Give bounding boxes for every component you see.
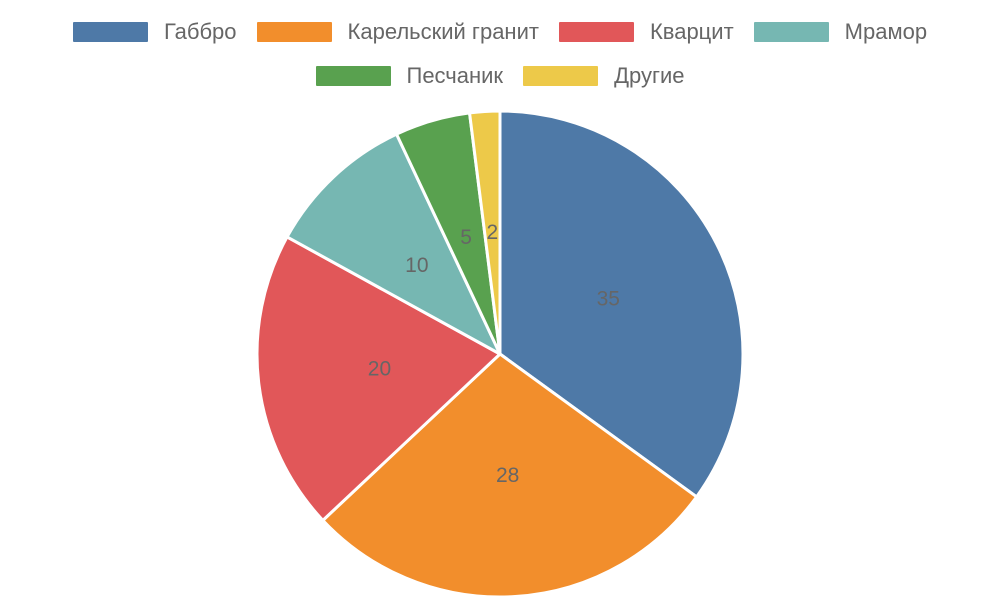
slice-label-gabbro: 35 — [597, 287, 620, 310]
legend-label: Песчаник — [406, 63, 504, 88]
legend-item-marble[interactable]: Мрамор — [753, 19, 928, 45]
legend-swatch — [315, 66, 391, 86]
legend-label: Габбро — [163, 19, 237, 44]
legend-item-karelian-granite[interactable]: Карельский гранит — [256, 19, 539, 45]
legend-swatch — [523, 66, 599, 86]
pie-slice-gabbro[interactable] — [498, 109, 745, 499]
pie-slice-karelian-granite[interactable] — [321, 352, 699, 599]
legend-swatch — [558, 22, 634, 42]
legend: Габбро Карельский гранит Кварцит Мрамор … — [0, 14, 1000, 102]
slice-label-marble: 10 — [405, 254, 428, 277]
slice-label-quartzite: 20 — [368, 358, 391, 381]
legend-label: Другие — [614, 63, 685, 88]
legend-row-1: Габбро Карельский гранит Кварцит Мрамор — [0, 14, 1000, 50]
slice-label-other: 2 — [487, 221, 499, 244]
legend-label: Кварцит — [649, 19, 734, 44]
legend-swatch — [753, 22, 829, 42]
legend-swatch — [72, 22, 148, 42]
legend-item-sandstone[interactable]: Песчаник — [315, 63, 504, 89]
legend-label: Карельский гранит — [347, 19, 539, 44]
legend-swatch — [256, 22, 332, 42]
pie-slice-other[interactable] — [468, 109, 502, 356]
legend-label: Мрамор — [844, 19, 928, 44]
slice-label-karelian-granite: 28 — [496, 464, 519, 487]
legend-item-other[interactable]: Другие — [523, 63, 685, 89]
legend-item-quartzite[interactable]: Кварцит — [558, 19, 734, 45]
pie-slice-marble[interactable] — [285, 132, 502, 356]
legend-item-gabbro[interactable]: Габбро — [72, 19, 237, 45]
pie-slice-quartzite[interactable] — [255, 235, 502, 522]
slice-label-sandstone: 5 — [460, 226, 472, 249]
legend-row-2: Песчаник Другие — [0, 58, 1000, 94]
